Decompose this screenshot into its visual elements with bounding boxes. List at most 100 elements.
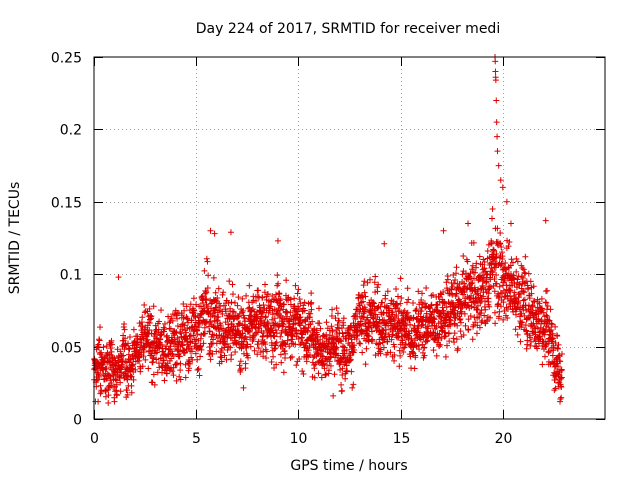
data-point <box>407 353 414 360</box>
data-point <box>178 312 185 319</box>
data-point <box>348 368 355 375</box>
data-point <box>120 352 127 359</box>
data-point <box>421 344 428 351</box>
data-point <box>229 281 236 288</box>
data-point <box>207 356 214 363</box>
data-point <box>481 312 488 319</box>
data-point <box>237 358 244 365</box>
data-point <box>496 308 503 315</box>
data-point <box>269 292 276 299</box>
data-point <box>127 356 134 363</box>
data-point <box>311 365 318 372</box>
data-point <box>471 275 478 282</box>
data-point <box>513 311 520 318</box>
data-point <box>473 260 480 267</box>
data-point <box>301 344 308 351</box>
data-point <box>514 331 521 338</box>
data-point <box>545 324 552 331</box>
data-point <box>539 361 546 368</box>
data-point <box>520 297 527 304</box>
data-point <box>549 352 556 359</box>
data-point <box>541 353 548 360</box>
data-point <box>204 303 211 310</box>
data-point <box>105 400 112 407</box>
data-point <box>476 324 483 331</box>
data-point <box>293 362 300 369</box>
data-point <box>196 372 203 379</box>
data-point <box>165 313 172 320</box>
data-point <box>452 302 459 309</box>
data-point <box>347 356 354 363</box>
data-point <box>372 352 379 359</box>
data-point <box>443 279 450 286</box>
data-point <box>339 365 346 372</box>
data-point <box>186 360 193 367</box>
data-point <box>303 340 310 347</box>
data-point <box>469 266 476 273</box>
data-point <box>444 342 451 349</box>
data-point <box>492 68 499 75</box>
data-point <box>125 351 132 358</box>
y-axis-label: SRMTID / TECUs <box>7 182 23 295</box>
data-point <box>359 298 366 305</box>
x-tick-label: 0 <box>90 431 99 447</box>
data-point <box>498 261 505 268</box>
data-point <box>515 294 522 301</box>
data-point <box>202 330 209 337</box>
data-point <box>167 343 174 350</box>
data-point <box>401 344 408 351</box>
data-point <box>475 286 482 293</box>
data-point <box>166 319 173 326</box>
data-point <box>374 288 381 295</box>
data-point <box>535 310 542 317</box>
data-point <box>106 358 113 365</box>
data-point <box>262 281 269 288</box>
data-point <box>244 341 251 348</box>
data-point <box>206 328 213 335</box>
data-point <box>263 348 270 355</box>
data-point <box>442 353 449 360</box>
data-point <box>497 230 504 237</box>
data-point <box>234 302 241 309</box>
data-point <box>476 253 483 260</box>
data-point <box>295 303 302 310</box>
data-point <box>128 389 135 396</box>
data-point <box>204 258 211 265</box>
data-point <box>309 318 316 325</box>
data-point <box>501 277 508 284</box>
data-point <box>503 198 510 205</box>
data-point <box>447 322 454 329</box>
data-point <box>117 388 124 395</box>
data-point <box>187 301 194 308</box>
data-point <box>393 323 400 330</box>
data-point <box>230 316 237 323</box>
data-point <box>349 384 356 391</box>
data-point <box>307 310 314 317</box>
data-point <box>242 360 249 367</box>
data-point <box>338 325 345 332</box>
data-point <box>158 341 165 348</box>
data-point <box>468 280 475 287</box>
data-point <box>320 332 327 339</box>
data-point <box>113 377 120 384</box>
data-point <box>524 337 531 344</box>
data-point <box>418 297 425 304</box>
data-point <box>519 287 526 294</box>
data-point <box>299 339 306 346</box>
data-point <box>316 305 323 312</box>
data-point <box>240 384 247 391</box>
data-point <box>384 338 391 345</box>
y-tick-label: 0.2 <box>60 123 82 139</box>
data-point <box>534 325 541 332</box>
data-point <box>171 336 178 343</box>
data-point <box>117 379 124 386</box>
data-point <box>539 305 546 312</box>
data-point <box>132 348 139 355</box>
data-point <box>130 361 137 368</box>
data-point <box>265 320 272 327</box>
data-point <box>271 315 278 322</box>
data-point <box>303 358 310 365</box>
data-point <box>491 276 498 283</box>
data-point <box>393 312 400 319</box>
data-point <box>316 320 323 327</box>
